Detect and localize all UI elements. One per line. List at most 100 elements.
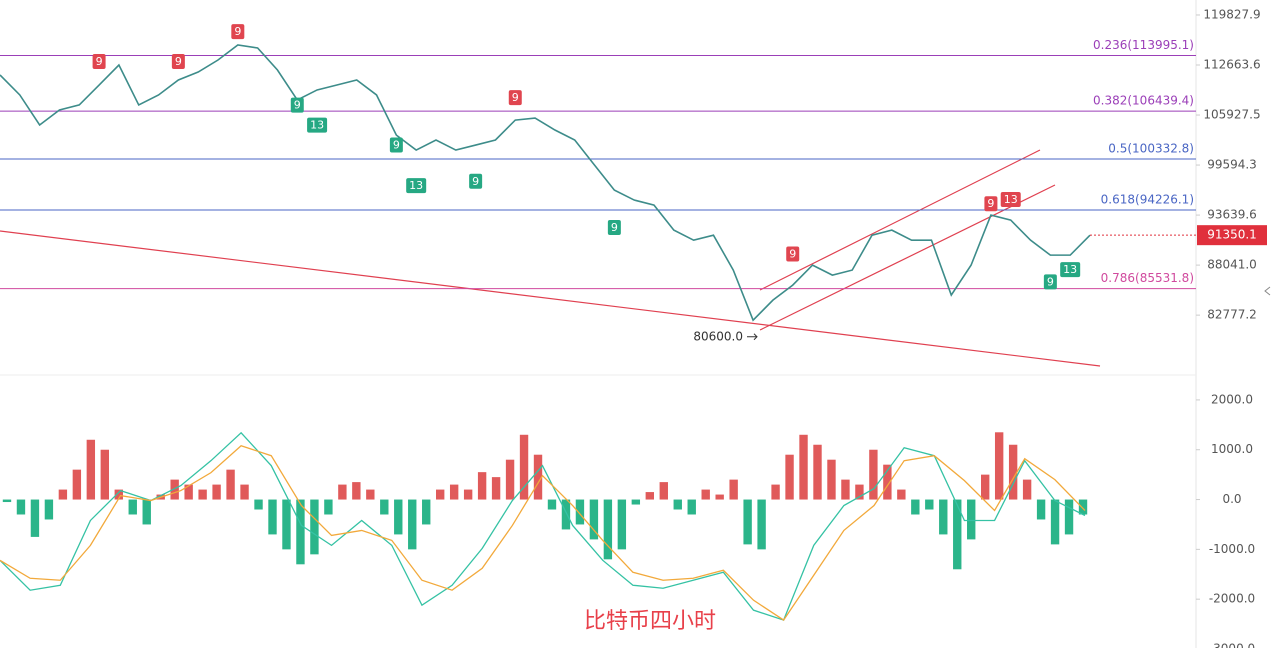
macd-bar [939,499,948,535]
collapse-arrow[interactable] [1264,286,1271,296]
td-badge [231,24,245,40]
macd-bar [994,432,1004,500]
macd-bar [589,499,599,540]
macd-bar [827,459,836,500]
macd-bar [128,499,137,515]
macd-bar [1078,499,1088,515]
macd-bar [1050,499,1060,545]
td-badge [1060,262,1081,278]
macd-bar [799,434,808,500]
td-badge [1000,192,1021,208]
low-arrow [747,333,758,341]
macd-bar [436,489,445,500]
fib-label: 0.236(113995.1) [1093,38,1194,52]
macd-bar [491,477,501,500]
td-badge [92,54,106,70]
macd-bar [701,489,710,500]
macd-bar [226,469,235,500]
macd-bar [925,499,934,510]
macd-bar [911,499,920,515]
macd-bar [422,499,431,525]
macd-bar [282,499,291,550]
y-tick-label: -1000.0 [1209,542,1255,556]
td-label: 13 [1063,263,1077,276]
macd-bar [2,499,12,503]
td-label: 9 [987,197,994,210]
y-tick-label: 99594.3 [1207,158,1257,172]
macd-bar [394,499,403,535]
macd-bar [30,499,40,537]
td-label: 13 [409,179,423,192]
macd-bar [897,489,906,500]
y-tick-label: 88041.0 [1207,258,1257,272]
y-tick-label: -2000.0 [1209,592,1255,606]
td-badge [389,137,403,153]
macd-bar [16,499,26,515]
macd-bar [408,499,417,550]
macd-bar [869,449,878,500]
y-tick-label: 1000.0 [1211,442,1253,456]
macd-bar [86,439,96,500]
y-tick-label: 105927.5 [1203,108,1260,122]
macd-bar [813,444,822,500]
macd-bar [631,499,641,505]
caption: 比特币四小时 [584,609,716,634]
td-badge [984,196,998,212]
macd-bar [883,464,892,500]
macd-bar [1022,479,1032,500]
td-badge [786,246,800,262]
macd-bar [324,499,333,515]
macd-bar [58,489,68,500]
macd-bar [505,459,515,500]
td-label: 9 [393,138,400,151]
macd-bar [310,499,319,555]
macd-bar [338,484,347,500]
td-badge [171,54,185,70]
macd-bar [184,484,193,500]
macd-bar [575,499,585,525]
macd-bar [1064,499,1074,535]
macd-bar [855,484,864,500]
trend-line [759,184,1056,331]
td-label: 9 [234,25,241,38]
macd-bar [687,499,696,515]
macd-bar [729,479,738,500]
macd-bar [268,499,277,535]
macd-bar [715,494,724,500]
macd-bar [212,484,221,500]
macd-bar [953,499,962,570]
td-label: 9 [472,175,479,188]
td-label: 13 [1004,193,1018,206]
macd-bar [449,484,459,500]
macd-bar [673,499,682,510]
y-tick-label: 82777.2 [1207,308,1257,322]
macd-bar [561,499,571,530]
macd-bar [533,454,543,500]
macd-bar [645,492,654,500]
macd-bar [44,499,54,520]
td-badge [406,178,427,194]
y-tick-label: 2000.0 [1211,392,1253,406]
td-label: 13 [310,119,324,132]
macd-bar [547,499,557,510]
y-tick-label: -3000.0 [1209,641,1255,648]
td-label: 9 [611,221,618,234]
macd-bar [100,449,109,500]
macd-bar [757,499,766,550]
td-label: 9 [512,91,519,104]
fib-label: 0.618(94226.1) [1101,193,1194,207]
macd-bar [477,472,487,500]
last-price-box [1197,225,1267,246]
td-label: 9 [96,55,103,68]
macd-bar [198,489,207,500]
y-tick-label: 0.0 [1222,492,1241,506]
macd-bar [380,499,389,515]
macd-bar [771,484,780,500]
macd-bar [967,499,976,540]
low-label: 80600.0 [693,329,743,343]
macd-bar [617,499,627,550]
td-badge [607,220,621,236]
macd-bar [352,482,361,500]
trend-line [0,230,1101,367]
